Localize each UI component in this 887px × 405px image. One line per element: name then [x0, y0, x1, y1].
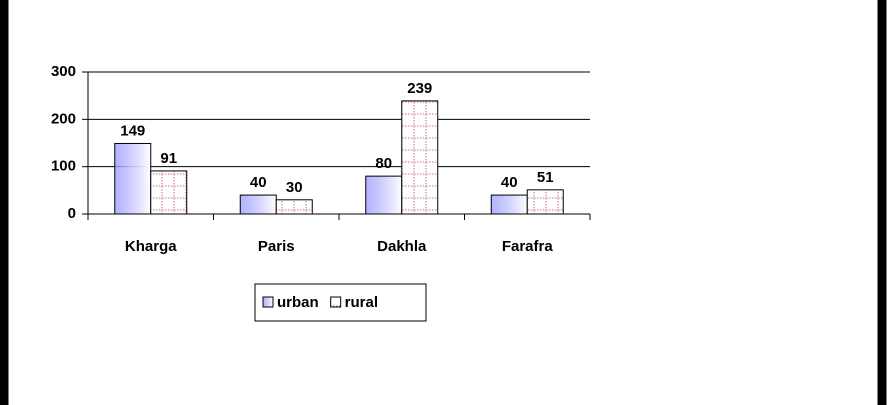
- data-label: 80: [375, 155, 392, 172]
- bar: [239, 194, 277, 215]
- data-label: 91: [160, 150, 177, 167]
- y-tick-label: 0: [68, 205, 76, 222]
- data-label: 40: [250, 174, 267, 191]
- x-tick-label: Farafra: [502, 238, 554, 255]
- data-label: 239: [407, 80, 432, 97]
- bar: [150, 170, 188, 215]
- bar: [275, 199, 313, 215]
- x-tick-label: Paris: [258, 238, 295, 255]
- x-tick-label: Kharga: [125, 238, 177, 255]
- y-tick-label: 100: [51, 158, 76, 175]
- y-tick-label: 200: [51, 110, 76, 127]
- y-tick-label: 300: [51, 63, 76, 80]
- bar: [490, 194, 528, 215]
- bar: [526, 189, 564, 215]
- data-label: 149: [120, 122, 145, 139]
- bar: [401, 100, 439, 215]
- legend-swatch: [262, 296, 274, 308]
- legend-label: rural: [345, 294, 378, 311]
- legend-label: urban: [277, 294, 319, 311]
- bar: [365, 175, 403, 215]
- data-label: 51: [537, 169, 554, 186]
- data-label: 30: [286, 179, 303, 196]
- x-tick-label: Dakhla: [377, 238, 427, 255]
- legend-swatch: [330, 296, 342, 308]
- data-label: 40: [501, 174, 518, 191]
- bar: [114, 142, 152, 215]
